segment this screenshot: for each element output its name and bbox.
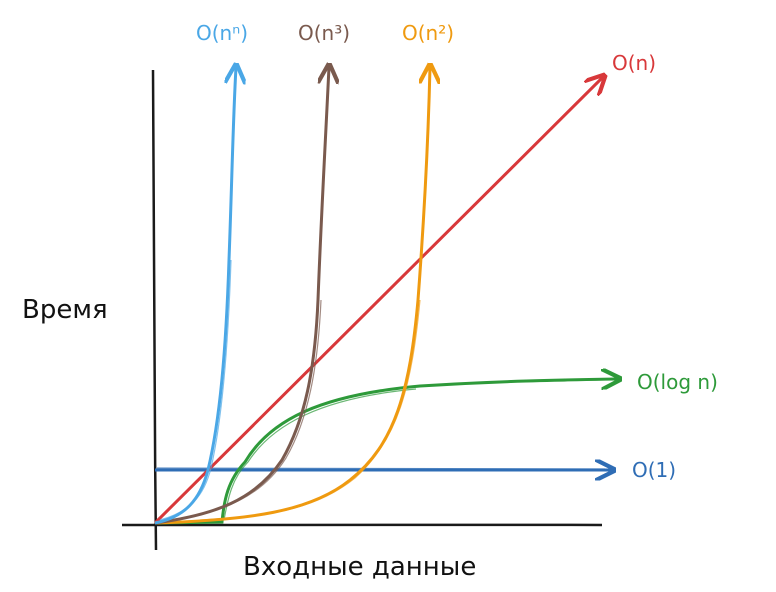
curve-o-n2 [154,67,430,525]
axes [121,69,603,551]
curve-o-n3 [154,67,329,525]
x-axis-line [121,523,603,527]
curve-o-log-n-sketch [223,388,417,521]
curve-o-1-sketch [156,467,606,470]
label-o-log-n: O(log n) [637,370,718,394]
label-o-nn: O(nⁿ) [196,21,248,45]
curve-o-n [153,77,603,525]
curve-o-nn-sketch [159,259,232,521]
y-axis-line [151,69,158,551]
label-o-1: O(1) [632,458,676,482]
y-axis-label: Время [22,295,108,325]
curves [153,67,618,525]
label-o-n: O(n) [612,51,656,75]
curve-o-n3-sketch [169,299,322,521]
curve-o-nn [154,67,236,525]
label-o-n3: O(n³) [298,21,350,45]
x-axis-label: Входные данные [243,552,476,582]
curve-o-log-n [154,379,618,525]
label-o-n2: O(n²) [402,21,454,45]
curve-o-n2-sketch [199,299,421,521]
